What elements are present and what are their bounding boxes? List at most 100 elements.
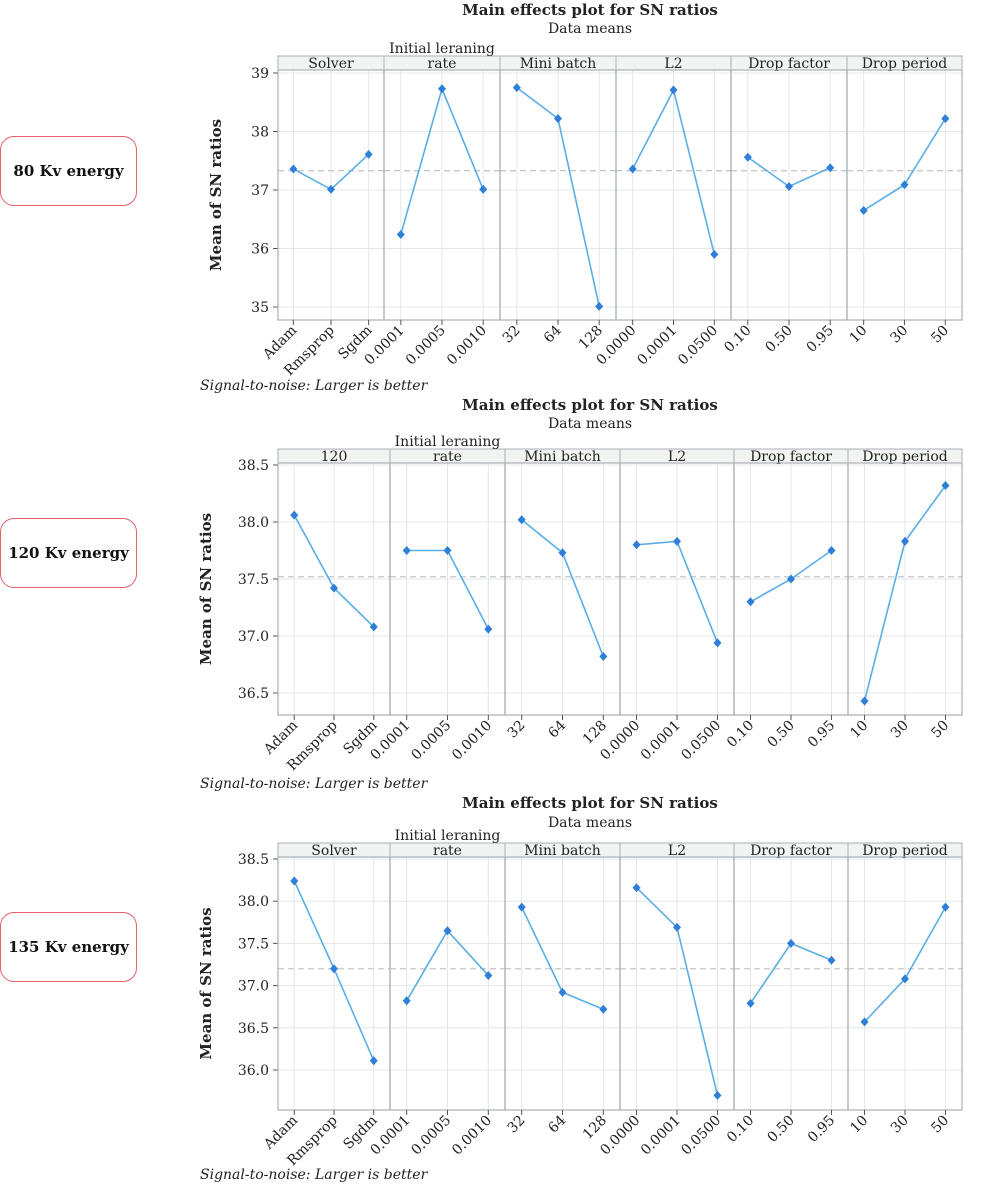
data-point-marker: [443, 926, 452, 936]
x-tick-label: 0.0005: [408, 1113, 454, 1159]
data-point-marker: [558, 987, 567, 997]
data-point-marker: [369, 1056, 378, 1066]
y-axis-label: Mean of SN ratios: [197, 907, 215, 1059]
chart-subtitle: Data means: [548, 416, 632, 432]
factor-name: L2: [664, 56, 682, 72]
chart-title: Main effects plot for SN ratios: [462, 1, 718, 19]
x-tick-label: 0.95: [804, 323, 837, 356]
factor-name: Drop factor: [748, 56, 830, 72]
data-point-marker: [599, 1004, 608, 1014]
x-tick-label: 10: [847, 323, 871, 347]
y-tick-label: 38: [251, 125, 269, 141]
y-tick-label: 37.0: [238, 979, 269, 995]
x-tick-label: 50: [928, 1113, 952, 1137]
x-tick-label: 0.50: [762, 323, 795, 356]
data-point-marker: [369, 622, 378, 632]
factor-name: Drop period: [862, 843, 948, 859]
factor-name: 120: [321, 449, 348, 465]
data-point-marker: [327, 184, 335, 194]
y-tick-label: 36.5: [238, 686, 269, 702]
data-point-marker: [941, 114, 950, 124]
data-point-marker: [517, 515, 526, 525]
factor-name: Mini batch: [520, 56, 597, 72]
x-tick-label: 0.10: [721, 323, 754, 356]
factor-name: Solver: [311, 843, 357, 859]
data-point-marker: [595, 301, 604, 311]
x-tick-label: 0.0010: [449, 718, 495, 764]
factor-name: rate: [433, 449, 462, 465]
x-tick-label: 0.0005: [408, 718, 454, 764]
data-point-marker: [787, 574, 795, 584]
data-point-marker: [901, 974, 909, 984]
y-axis-label: Mean of SN ratios: [197, 513, 215, 665]
data-point-marker: [517, 902, 526, 912]
factor-name: L2: [668, 843, 686, 859]
x-tick-label: 10: [847, 1113, 871, 1137]
data-point-marker: [558, 548, 567, 558]
y-tick-label: 37.5: [238, 572, 269, 588]
x-tick-label: 0.95: [805, 1113, 838, 1146]
x-tick-label: 30: [887, 323, 911, 347]
data-point-marker: [364, 149, 373, 159]
x-tick-label: 0.0001: [638, 1113, 684, 1159]
x-tick-label: 30: [888, 718, 912, 742]
data-point-marker: [827, 955, 836, 965]
x-tick-label: 0.0500: [675, 323, 721, 369]
x-tick-label: 0.0001: [634, 323, 680, 369]
x-tick-label: 0.0005: [403, 323, 449, 369]
data-point-marker: [290, 510, 299, 520]
data-point-marker: [713, 638, 722, 648]
y-tick-label: 37.5: [238, 936, 269, 952]
data-point-marker: [900, 180, 909, 190]
data-point-marker: [901, 536, 909, 546]
data-point-marker: [438, 84, 446, 94]
data-point-marker: [554, 114, 562, 124]
x-tick-label: 32: [500, 323, 524, 347]
data-point-marker: [632, 540, 641, 550]
data-point-marker: [710, 249, 719, 259]
data-point-marker: [599, 652, 608, 662]
data-point-marker: [827, 546, 836, 555]
data-point-marker: [512, 83, 521, 93]
x-tick-label: 0.0500: [678, 718, 724, 764]
y-axis-label: Mean of SN ratios: [207, 119, 225, 271]
factor-name: Drop factor: [750, 449, 832, 465]
data-point-marker: [673, 536, 681, 546]
y-tick-label: 36: [251, 242, 269, 258]
data-point-marker: [484, 624, 493, 634]
chart-title: Main effects plot for SN ratios: [462, 794, 718, 812]
x-tick-label: 32: [505, 718, 529, 742]
x-tick-label: 50: [928, 323, 952, 347]
factor-name: Mini batch: [524, 843, 601, 859]
data-point-marker: [785, 181, 793, 191]
data-point-marker: [443, 546, 452, 555]
data-point-marker: [289, 164, 298, 174]
factor-name: Drop period: [862, 56, 948, 72]
data-point-marker: [402, 996, 411, 1006]
data-point-marker: [479, 184, 488, 194]
y-tick-label: 38.0: [238, 894, 269, 910]
x-tick-label: 32: [505, 1113, 529, 1137]
factor-name: rate: [433, 843, 462, 859]
x-tick-label: 0.0001: [638, 718, 684, 764]
data-point-marker: [669, 85, 678, 95]
y-tick-label: 38.0: [238, 515, 269, 531]
y-tick-label: 36.5: [238, 1021, 269, 1037]
data-point-marker: [290, 876, 299, 886]
data-point-marker: [860, 696, 869, 706]
chart-title: Main effects plot for SN ratios: [462, 396, 718, 414]
factor-name: Initial leraning: [395, 434, 501, 450]
chart-footnote: Signal-to-noise: Larger is better: [200, 378, 429, 394]
chart-footnote: Signal-to-noise: Larger is better: [200, 776, 429, 792]
factor-name: Drop factor: [750, 843, 832, 859]
data-point-marker: [396, 229, 405, 239]
chart-footnote: Signal-to-noise: Larger is better: [200, 1167, 429, 1183]
data-point-marker: [826, 163, 835, 173]
data-point-marker: [632, 883, 641, 893]
x-tick-label: 0.0010: [449, 1113, 495, 1159]
factor-name: Solver: [308, 56, 354, 72]
y-tick-label: 35: [251, 300, 269, 316]
x-tick-label: 10: [847, 718, 871, 742]
x-tick-label: 30: [888, 1113, 912, 1137]
